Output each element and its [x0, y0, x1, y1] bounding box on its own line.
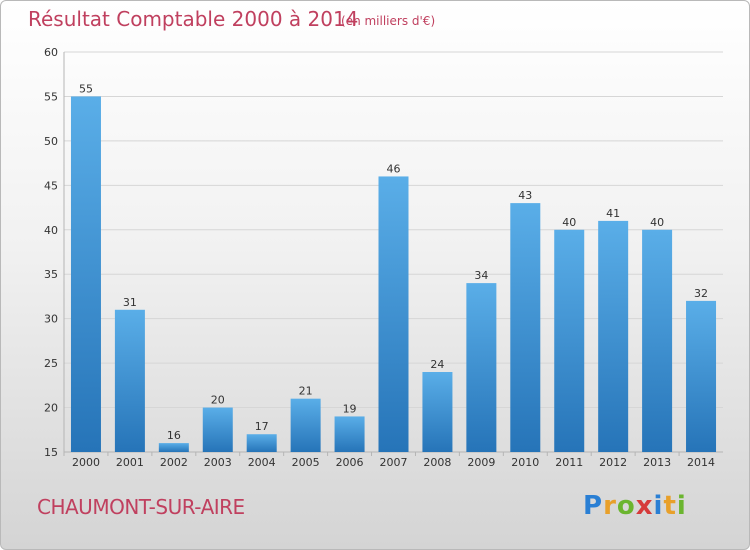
data-label: 34: [474, 269, 488, 282]
data-label: 31: [123, 296, 137, 309]
data-label: 16: [167, 429, 181, 442]
bar: [466, 283, 497, 452]
x-tick-label: 2004: [248, 456, 276, 469]
logo-letter: P: [583, 491, 604, 521]
chart-subtitle: (en milliers d'€): [341, 14, 436, 28]
bar: [290, 398, 321, 452]
y-tick-label: 55: [44, 90, 58, 103]
bar: [246, 434, 277, 452]
data-label: 24: [430, 358, 444, 371]
y-tick-label: 15: [44, 446, 58, 459]
data-label: 55: [79, 82, 93, 95]
data-label: 40: [650, 216, 664, 229]
bar: [334, 416, 365, 452]
data-label: 40: [562, 216, 576, 229]
bar: [114, 309, 145, 452]
x-tick-label: 2010: [511, 456, 539, 469]
logo-letter: i: [653, 491, 664, 521]
x-tick-label: 2006: [336, 456, 364, 469]
x-tick-label: 2000: [72, 456, 100, 469]
bar: [202, 407, 233, 452]
y-tick-label: 60: [44, 46, 58, 59]
y-tick-label: 20: [44, 402, 58, 415]
data-label: 19: [343, 402, 357, 415]
x-tick-label: 2011: [555, 456, 583, 469]
location-name: CHAUMONT-SUR-AIRE: [37, 495, 245, 519]
bar: [642, 229, 673, 452]
x-tick-label: 2012: [599, 456, 627, 469]
data-label: 17: [255, 420, 269, 433]
data-label: 21: [299, 385, 313, 398]
logo-letter: o: [616, 491, 636, 521]
logo-letter: i: [676, 491, 687, 521]
data-label: 32: [694, 287, 708, 300]
bar: [158, 443, 189, 452]
y-tick-label: 35: [44, 268, 58, 281]
x-tick-label: 2007: [380, 456, 408, 469]
bar: [554, 229, 585, 452]
x-tick-label: 2001: [116, 456, 144, 469]
bar: [598, 220, 629, 452]
y-tick-label: 45: [44, 179, 58, 192]
x-tick-label: 2014: [687, 456, 715, 469]
y-tick-label: 25: [44, 357, 58, 370]
data-label: 20: [211, 394, 225, 407]
data-label: 41: [606, 207, 620, 220]
x-tick-label: 2008: [423, 456, 451, 469]
proxiti-logo: Proxiti: [583, 491, 687, 521]
x-tick-label: 2002: [160, 456, 188, 469]
bar: [510, 203, 541, 452]
x-tick-label: 2009: [467, 456, 495, 469]
bar: [422, 372, 453, 452]
logo-letter: t: [663, 491, 677, 521]
data-label: 43: [518, 189, 532, 202]
bar: [378, 176, 409, 452]
logo-letter: r: [603, 491, 617, 521]
bar: [70, 96, 101, 452]
chart-title: Résultat Comptable 2000 à 2014: [28, 7, 359, 31]
x-tick-label: 2013: [643, 456, 671, 469]
y-tick-label: 40: [44, 224, 58, 237]
bar: [686, 300, 717, 452]
y-tick-label: 50: [44, 135, 58, 148]
x-tick-label: 2003: [204, 456, 232, 469]
x-tick-label: 2005: [292, 456, 320, 469]
data-label: 46: [387, 162, 401, 175]
logo-letter: x: [635, 491, 654, 521]
y-tick-label: 30: [44, 313, 58, 326]
